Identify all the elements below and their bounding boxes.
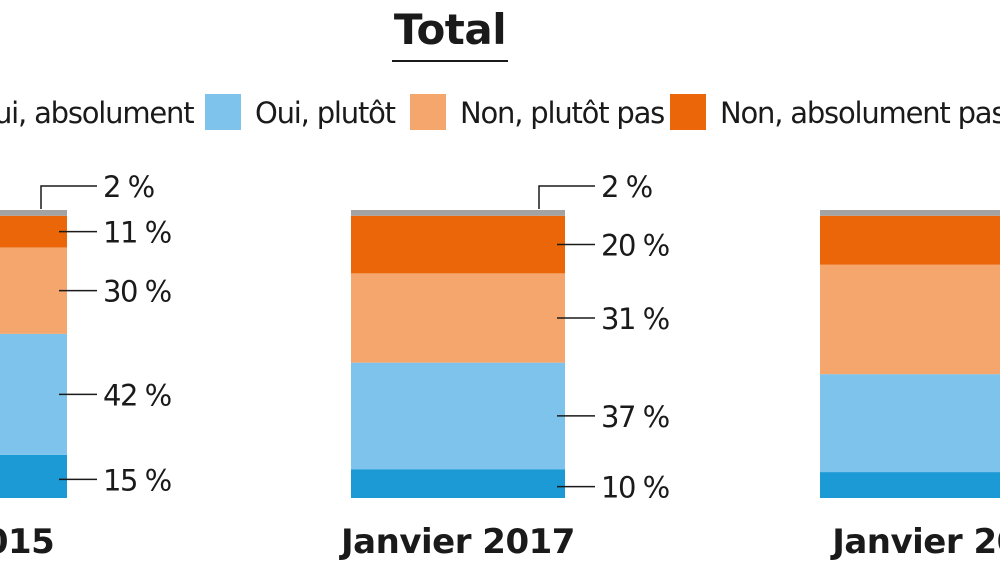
bar-2-segment-0	[820, 472, 1000, 498]
bar-0-segment-2	[0, 247, 67, 334]
category-label-2: Janvier 20	[830, 522, 1000, 562]
legend-label-0: ui, absolument	[0, 96, 194, 130]
legend-swatch-2	[410, 94, 446, 130]
category-label-0: 2015	[0, 522, 54, 562]
value-label-1-0: 10 %	[601, 471, 669, 505]
legend-label-2: Non, plutôt pas	[460, 96, 664, 130]
bar-0-segment-1	[0, 333, 67, 455]
bar-2-segment-1	[820, 374, 1000, 473]
value-label-1-1: 37 %	[601, 400, 669, 434]
bar-2-segment-3	[820, 215, 1000, 265]
value-label-1-2: 31 %	[601, 302, 669, 336]
value-label-0-3: 11 %	[103, 216, 171, 250]
bar-0-segment-4	[0, 210, 67, 216]
value-label-0-1: 42 %	[103, 378, 171, 412]
bar-1-segment-2	[351, 273, 565, 363]
legend-label-1: Oui, plutôt	[255, 96, 396, 130]
leader-line-0-4	[40, 185, 97, 209]
chart-title: Total	[391, 4, 509, 62]
legend-label-3: Non, absolument pas	[720, 96, 1000, 130]
leader-line-1-4	[538, 185, 595, 209]
bar-1-segment-3	[351, 215, 565, 274]
category-label-1: Janvier 2017	[339, 522, 575, 562]
value-label-1-3: 20 %	[601, 229, 669, 263]
bar-1-segment-0	[351, 469, 565, 498]
value-label-0-4: 2 %	[103, 170, 154, 204]
legend-swatch-1	[205, 94, 241, 130]
chart-title-wrap: Total	[0, 4, 900, 62]
value-label-0-0: 15 %	[103, 463, 171, 497]
bar-2-segment-2	[820, 264, 1000, 375]
legend-swatch-3	[670, 94, 706, 130]
bar-0-segment-3	[0, 215, 67, 248]
value-label-0-2: 30 %	[103, 275, 171, 309]
bar-1-segment-1	[351, 362, 565, 470]
value-label-1-4: 2 %	[601, 170, 652, 204]
bar-1-segment-4	[351, 210, 565, 216]
bar-2-segment-4	[820, 210, 1000, 216]
bar-0-segment-0	[0, 454, 67, 498]
